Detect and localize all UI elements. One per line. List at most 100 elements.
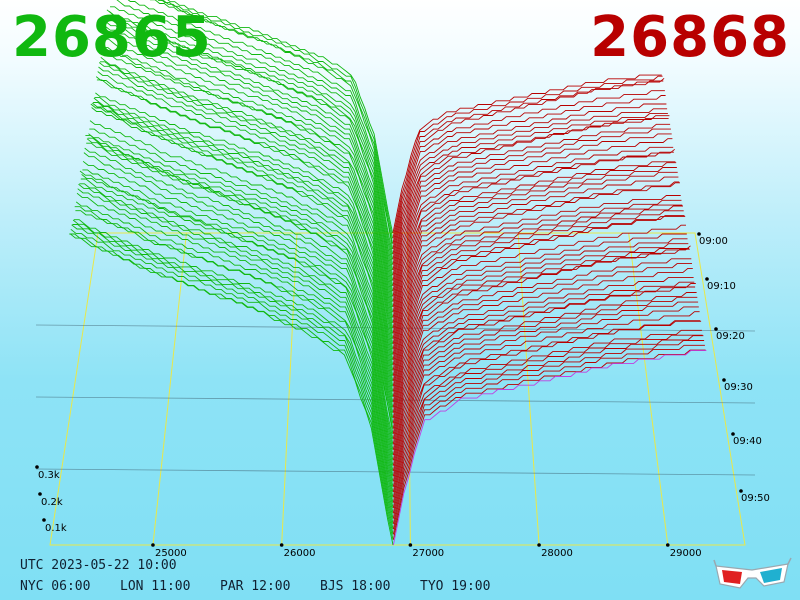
timezone-row: NYC 06:00 LON 11:00 PAR 12:00 BJS 18:00 … xyxy=(20,579,510,594)
ask-depth-line xyxy=(392,195,681,366)
bid-depth-line xyxy=(100,56,394,329)
ask-depth-line xyxy=(392,108,668,271)
bid-depth-line xyxy=(89,128,394,408)
bid-depth-line xyxy=(93,102,394,382)
ask-depth-line xyxy=(392,80,664,244)
price-tick-mark xyxy=(665,543,670,547)
ask-depth-line xyxy=(392,167,677,339)
ask-depth-line xyxy=(392,248,690,429)
bid-depth-line xyxy=(103,38,394,308)
ask-depth-line xyxy=(392,182,680,360)
tz-bjs: BJS 18:00 xyxy=(320,579,391,594)
utc-time: UTC 2023-05-22 10:00 xyxy=(20,558,177,573)
bid-depth-line xyxy=(116,0,394,260)
bid-depth-line xyxy=(77,188,394,487)
bid-depth-line xyxy=(127,0,394,255)
bid-depth-line xyxy=(102,51,394,318)
price-tick-mark xyxy=(537,543,541,547)
price-gridline xyxy=(628,232,669,546)
ask-depth-line xyxy=(392,301,699,487)
time-tick-label: 09:10 xyxy=(707,281,736,292)
bid-depth-line xyxy=(106,9,394,286)
bid-depth-line xyxy=(160,0,394,239)
bid-depth-line xyxy=(79,170,394,472)
ask-depth-line xyxy=(392,210,684,387)
ask-depth-line xyxy=(392,329,702,514)
bid-depth-line xyxy=(149,0,394,244)
bid-depth-line xyxy=(98,66,394,345)
ask-depth-series xyxy=(392,74,707,546)
bid-depth-line xyxy=(103,47,394,313)
ask-depth-line xyxy=(392,115,670,286)
bid-depth-line xyxy=(98,62,394,339)
ask-depth-line xyxy=(392,133,672,302)
bid-depth-line xyxy=(74,206,394,509)
ask-depth-line xyxy=(392,138,673,308)
bid-depth-line xyxy=(82,169,394,456)
tz-tyo: TYO 19:00 xyxy=(420,579,491,594)
bid-depth-line xyxy=(70,228,394,535)
bid-depth-line xyxy=(79,183,394,477)
bid-depth-line xyxy=(75,201,394,498)
time-tick-label: 09:30 xyxy=(724,382,753,393)
bid-depth-line xyxy=(80,178,394,466)
ask-depth-line xyxy=(392,283,696,472)
price-tick-label: 29000 xyxy=(670,548,702,559)
price-tick-mark xyxy=(279,543,284,547)
price-gridline xyxy=(517,232,540,546)
ask-depth-line xyxy=(392,263,692,445)
ask-depth-line xyxy=(392,199,682,371)
price-tick-label: 28000 xyxy=(541,548,573,559)
bid-depth-line xyxy=(89,120,394,403)
ask-depth-line xyxy=(392,128,671,297)
ask-depth-line xyxy=(392,162,677,334)
price-tick-mark xyxy=(151,543,155,547)
bid-depth-line xyxy=(167,0,394,234)
ask-depth-line xyxy=(392,311,700,498)
ask-depth-line xyxy=(392,344,705,535)
ask-depth-line xyxy=(392,281,695,461)
volume-tick-label: 0.3k xyxy=(38,470,60,481)
ask-depth-line xyxy=(392,123,671,292)
volume-tick-label: 0.1k xyxy=(45,523,67,534)
ask-depth-line xyxy=(392,349,706,540)
bid-depth-line xyxy=(73,219,394,514)
bid-depth-line xyxy=(107,16,394,281)
price-gridline xyxy=(152,232,187,546)
volume-tick-mark xyxy=(38,492,42,496)
bid-depth-line xyxy=(86,142,394,429)
bid-depth-line xyxy=(110,6,394,265)
bid-depth-line xyxy=(71,224,394,530)
ask-depth-line xyxy=(392,103,667,265)
tz-par: PAR 12:00 xyxy=(220,579,291,594)
bid-depth-line xyxy=(96,79,394,355)
floor-frame xyxy=(49,232,746,546)
bid-depth-line xyxy=(95,76,394,360)
ask-depth-line xyxy=(392,233,687,408)
bid-depth-line xyxy=(108,10,394,271)
ask-depth-line xyxy=(392,78,665,249)
bid-depth-line xyxy=(104,30,394,302)
time-tick-mark xyxy=(697,232,701,236)
ask-depth-line xyxy=(392,276,694,456)
bid-depth-line xyxy=(83,152,394,445)
bid-depth-line xyxy=(85,134,394,434)
ask-depth-line xyxy=(392,238,688,413)
price-tick-label: 25000 xyxy=(155,548,187,559)
ask-depth-line xyxy=(392,74,662,234)
bid-depth-line xyxy=(97,71,394,350)
price-tick-mark xyxy=(408,543,413,547)
price-tick-label: 26000 xyxy=(284,548,316,559)
time-tick-label: 09:20 xyxy=(716,331,745,342)
price-tick-label: 27000 xyxy=(412,548,444,559)
bid-depth-line xyxy=(108,15,394,276)
ask-depth-line xyxy=(392,117,669,281)
ask-depth-line xyxy=(392,181,680,355)
ask-depth-line xyxy=(392,148,675,323)
time-tick-mark xyxy=(714,327,718,331)
ask-depth-line xyxy=(392,267,693,450)
bid-depth-line xyxy=(78,183,394,482)
bid-depth-line xyxy=(75,210,394,503)
time-tick-label: 09:50 xyxy=(741,493,770,504)
price-gridline xyxy=(281,232,298,546)
